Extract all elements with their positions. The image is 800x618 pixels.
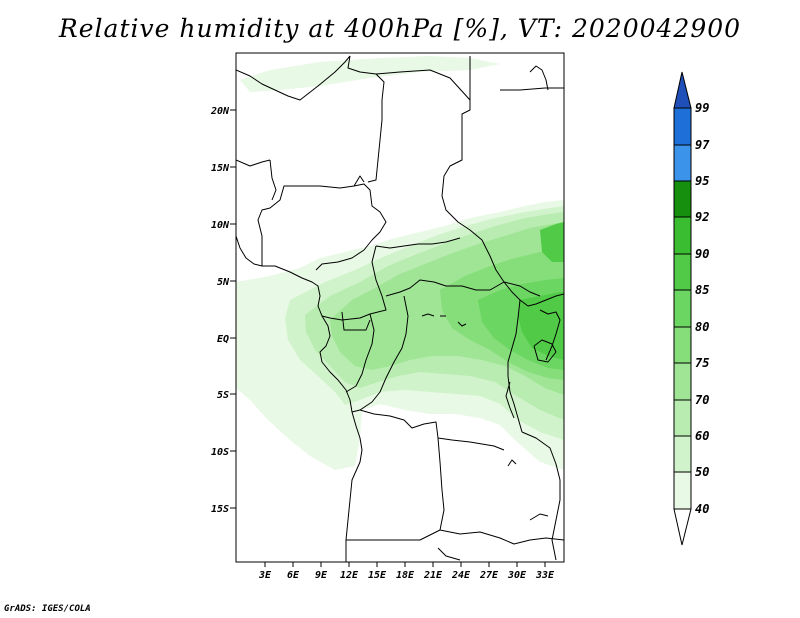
colorbar-label-70: 70	[695, 393, 709, 407]
map-frame	[235, 52, 565, 563]
lon-label-15e: 15E	[368, 570, 387, 581]
lon-label-21e: 21E	[423, 570, 443, 581]
colorbar-label-95: 95	[695, 174, 709, 188]
colorbar-label-60: 60	[695, 429, 709, 443]
lat-label-10n: 10N	[211, 220, 230, 231]
colorbar-swatch-40-50	[673, 471, 692, 510]
rh-contour-50	[240, 56, 500, 92]
lon-label-18e: 18E	[396, 570, 415, 581]
rh-contour-90	[540, 222, 564, 262]
colorbar-label-50: 50	[695, 465, 709, 479]
colorbar-min-triangle	[673, 508, 692, 546]
colorbar-max-triangle	[673, 71, 692, 109]
coastline	[236, 235, 363, 562]
lat-label-10s: 10S	[211, 447, 229, 458]
country-borders	[236, 55, 564, 562]
humidity-field	[236, 56, 564, 470]
lon-label-33e: 33E	[535, 570, 555, 581]
colorbar-swatch-50-60	[673, 435, 692, 473]
colorbar-labels: 40 50 60 70 75 80 85 90 92 95 97 99	[695, 101, 710, 516]
colorbar-label-99: 99	[695, 101, 709, 115]
colorbar-swatch-80-85	[673, 289, 692, 328]
colorbar-swatch-75-80	[673, 326, 692, 364]
lat-label-5n: 5N	[217, 277, 230, 288]
colorbar-label-85: 85	[695, 283, 709, 297]
lat-label-15n: 15N	[211, 163, 230, 174]
lat-label-eq: EQ	[217, 334, 229, 345]
lat-label-20n: 20N	[210, 106, 230, 117]
colorbar-swatch-70-75	[673, 362, 692, 401]
colorbar	[673, 71, 692, 546]
lon-label-9e: 9E	[315, 570, 328, 581]
credit-text: GrADS: IGES/COLA	[4, 604, 91, 614]
lat-labels: 20N 15N 10N 5N EQ 5S 10S 15S	[210, 106, 230, 515]
lon-label-30e: 30E	[507, 570, 527, 581]
colorbar-label-80: 80	[695, 320, 709, 334]
lon-ticks	[264, 562, 546, 567]
lon-label-3e: 3E	[258, 570, 272, 581]
colorbar-label-75: 75	[695, 356, 709, 370]
lat-label-5s: 5S	[217, 390, 229, 401]
lon-label-12e: 12E	[340, 570, 359, 581]
map-title: Relative humidity at 400hPa [%], VT: 202…	[58, 14, 742, 43]
colorbar-label-40: 40	[695, 502, 709, 516]
colorbar-swatch-95-97	[673, 144, 692, 182]
colorbar-swatch-97-99	[673, 107, 692, 146]
colorbar-swatch-85-90	[673, 253, 692, 291]
colorbar-label-97: 97	[695, 138, 710, 152]
colorbar-label-90: 90	[695, 247, 709, 261]
colorbar-swatch-90-92	[673, 216, 692, 255]
lon-labels: 3E 6E 9E 12E 15E 18E 21E 24E 27E 30E 33E	[258, 570, 555, 581]
lon-label-6e: 6E	[287, 570, 300, 581]
colorbar-swatch-92-95	[673, 180, 692, 218]
lat-ticks	[230, 109, 236, 509]
lon-label-27e: 27E	[479, 570, 499, 581]
colorbar-swatch-60-70	[673, 399, 692, 437]
lon-label-24e: 24E	[451, 570, 471, 581]
lat-label-15s: 15S	[211, 504, 229, 515]
colorbar-label-92: 92	[695, 210, 709, 224]
